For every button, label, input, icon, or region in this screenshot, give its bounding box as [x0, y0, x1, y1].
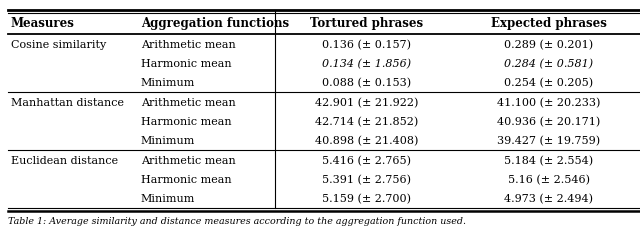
Text: Euclidean distance: Euclidean distance — [11, 155, 118, 165]
Text: Arithmetic mean: Arithmetic mean — [141, 155, 236, 165]
Text: 0.254 (± 0.205): 0.254 (± 0.205) — [504, 78, 593, 88]
Text: Minimum: Minimum — [141, 78, 195, 88]
Text: Aggregation functions: Aggregation functions — [141, 17, 289, 30]
Text: Minimum: Minimum — [141, 136, 195, 146]
Text: Harmonic mean: Harmonic mean — [141, 174, 232, 184]
Text: 0.088 (± 0.153): 0.088 (± 0.153) — [322, 78, 411, 88]
Text: Arithmetic mean: Arithmetic mean — [141, 40, 236, 50]
Text: 5.184 (± 2.554): 5.184 (± 2.554) — [504, 155, 593, 165]
Text: 5.16 (± 2.546): 5.16 (± 2.546) — [508, 174, 590, 184]
Text: 42.714 (± 21.852): 42.714 (± 21.852) — [315, 116, 418, 127]
Text: 39.427 (± 19.759): 39.427 (± 19.759) — [497, 136, 600, 146]
Text: 4.973 (± 2.494): 4.973 (± 2.494) — [504, 194, 593, 204]
Text: 5.416 (± 2.765): 5.416 (± 2.765) — [322, 155, 411, 165]
Text: 40.936 (± 20.171): 40.936 (± 20.171) — [497, 116, 600, 127]
Text: Harmonic mean: Harmonic mean — [141, 59, 232, 69]
Text: Expected phrases: Expected phrases — [491, 17, 607, 30]
Text: Minimum: Minimum — [141, 194, 195, 203]
Text: 0.284 (± 0.581): 0.284 (± 0.581) — [504, 59, 593, 69]
Text: Arithmetic mean: Arithmetic mean — [141, 98, 236, 107]
Text: 0.134 (± 1.856): 0.134 (± 1.856) — [322, 59, 411, 69]
Text: 42.901 (± 21.922): 42.901 (± 21.922) — [315, 97, 418, 108]
Text: 5.391 (± 2.756): 5.391 (± 2.756) — [322, 174, 411, 184]
Text: Harmonic mean: Harmonic mean — [141, 117, 232, 126]
Text: 0.136 (± 0.157): 0.136 (± 0.157) — [322, 40, 411, 50]
Text: Table 1: Average similarity and distance measures according to the aggregation f: Table 1: Average similarity and distance… — [8, 216, 466, 226]
Text: Manhattan distance: Manhattan distance — [11, 98, 124, 107]
Text: 40.898 (± 21.408): 40.898 (± 21.408) — [315, 136, 418, 146]
Text: Tortured phrases: Tortured phrases — [310, 17, 423, 30]
Text: Cosine similarity: Cosine similarity — [11, 40, 106, 50]
Text: 41.100 (± 20.233): 41.100 (± 20.233) — [497, 97, 600, 108]
Text: Measures: Measures — [11, 17, 75, 30]
Text: 0.289 (± 0.201): 0.289 (± 0.201) — [504, 40, 593, 50]
Text: 5.159 (± 2.700): 5.159 (± 2.700) — [322, 194, 411, 204]
